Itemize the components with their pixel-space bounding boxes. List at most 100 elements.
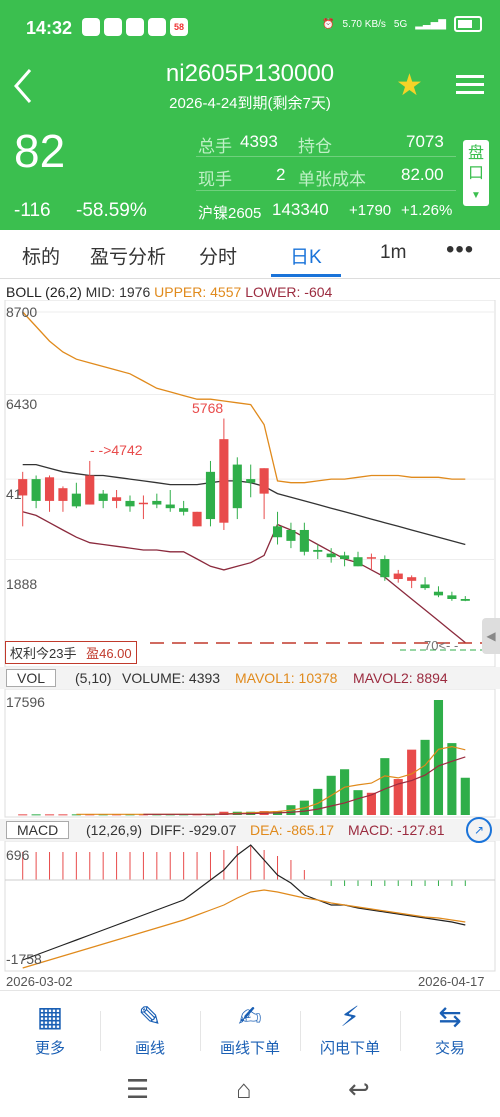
macd-value: MACD: -127.81 (348, 822, 445, 838)
total-vol-value: 4393 (240, 132, 278, 151)
candle-body (232, 464, 242, 509)
volume-bar (447, 743, 457, 815)
back-nav-icon[interactable]: ↩ (348, 1074, 370, 1104)
menu-nav-icon[interactable]: ☰ (126, 1074, 150, 1104)
home-nav-icon[interactable]: ⌂ (236, 1074, 252, 1104)
price-change-pct: -58.59% (76, 200, 147, 221)
candle-body (138, 502, 148, 505)
vol-mavol2: MAVOL2: 8894 (353, 670, 448, 686)
macd-params: (12,26,9) (86, 822, 143, 838)
min-price-marker: 70<- - (424, 638, 459, 653)
macd-y-bottom: -1758 (6, 951, 42, 967)
draw-line-button[interactable]: ✎ 画线 (100, 997, 200, 1058)
volume-bar (313, 788, 323, 815)
back-chevron-icon[interactable] (12, 66, 34, 114)
signal-label: 5G (393, 18, 408, 30)
volume-panel-frame (4, 688, 496, 818)
candle-body (353, 557, 363, 567)
candle-body (179, 508, 189, 512)
boll-lower: LOWER: -604 (245, 284, 333, 300)
candle-body (433, 591, 444, 596)
oi-value: 7073 (406, 132, 444, 151)
vol-y-max: 17596 (6, 694, 45, 710)
star-icon[interactable]: ★ (396, 69, 423, 102)
position-box[interactable]: 权利今23手 盈46.00 (5, 641, 137, 664)
app-icon-2 (104, 18, 122, 36)
volume-bar (380, 758, 390, 815)
trade-button[interactable]: ⇆ 交易 (400, 997, 500, 1058)
candle-body (380, 559, 390, 578)
draw-line-order-button[interactable]: ✍ 画线下单 (200, 997, 300, 1058)
volume-bar (71, 814, 81, 816)
boll-params: (26,2) (45, 284, 82, 300)
volume-bar (44, 814, 55, 816)
boll-mid: MID: 1976 (85, 284, 151, 300)
candle-body (326, 553, 336, 558)
system-nav-bar: ☰ ⌂ ↩ (0, 1068, 500, 1117)
volume-bar (460, 777, 470, 815)
position-pnl: 盈46.00 (86, 646, 132, 661)
app-icon-4 (148, 18, 166, 36)
more-button[interactable]: ▦ 更多 (0, 997, 100, 1058)
tab-daily-k[interactable]: 日K (290, 247, 322, 268)
candle-body (44, 477, 55, 501)
underlying-change: +1790 (349, 202, 392, 219)
boll-upper: UPPER: 4557 (154, 284, 242, 300)
status-bar: 14:32 58 ⏰ 5.70 KB/s 5G ▂▃▅▇ (0, 0, 500, 56)
volume-bar (420, 739, 430, 815)
candle-body (420, 584, 430, 589)
candle-body (366, 557, 376, 559)
app-icon-5: 58 (170, 18, 188, 36)
candle-body (286, 529, 296, 541)
candle-body (205, 471, 216, 520)
active-tab-indicator (271, 274, 341, 277)
macd-name[interactable]: MACD (6, 821, 70, 839)
cur-vol-value: 2 (276, 165, 286, 184)
battery-icon (454, 16, 482, 32)
vol-name[interactable]: VOL (6, 669, 57, 687)
macd-legend: MACD (12,26,9) DIFF: -929.07 DEA: -865.1… (0, 817, 500, 843)
tab-pnl-analysis[interactable]: 盈亏分析 (90, 247, 167, 268)
candle-body (299, 529, 309, 552)
vol-params: (5,10) (75, 670, 112, 686)
caret-down-icon: ▼ (471, 190, 481, 201)
right-edge-handle[interactable]: ◀ (482, 618, 500, 654)
grid-icon: ▦ (36, 1001, 64, 1032)
position-label: 权利今23手 (10, 646, 77, 661)
tab-1m[interactable]: 1m (380, 242, 407, 263)
y-axis-label-3: 41 (6, 486, 22, 502)
underlying-price: 143340 (272, 200, 329, 219)
order-book-button[interactable]: 盘口 ▼ (463, 140, 489, 206)
more-icon[interactable]: ••• (446, 236, 475, 263)
menu-icon[interactable] (456, 70, 484, 99)
candle-body (18, 479, 28, 496)
mavol2-line (143, 756, 466, 815)
boll-lower-line (22, 511, 466, 644)
candle-body (272, 526, 283, 538)
volume-bar (433, 700, 444, 815)
macd-panel-frame (4, 840, 496, 972)
alarm-icon: ⏰ (322, 18, 335, 30)
settings-wrench-icon[interactable]: ↗ (466, 817, 492, 843)
candle-body (112, 497, 122, 501)
flash-order-button[interactable]: ⚡ 闪电下单 (300, 997, 400, 1058)
volume-bar (407, 749, 417, 815)
macd-diff: DIFF: -929.07 (150, 822, 237, 838)
tab-intraday[interactable]: 分时 (199, 247, 238, 268)
candle-body (447, 595, 457, 599)
max-price-marker: - ->4742 (90, 442, 143, 458)
last-price: 82 (14, 125, 66, 177)
candlestick-chart[interactable] (0, 300, 500, 990)
macd-dea: DEA: -865.17 (250, 822, 335, 838)
header: ni2605P130000 2026-4-24到期(剩余7天) ★ (0, 56, 500, 120)
candle-body (246, 479, 256, 483)
candle-body (192, 511, 202, 527)
macd-y-top: 696 (6, 847, 30, 863)
date-end: 2026-04-17 (418, 974, 485, 989)
boll-mid-line (22, 463, 466, 546)
volume-bar (18, 814, 28, 816)
signal-icon: ▂▃▅▇ (415, 18, 446, 30)
app-icon-3 (126, 18, 144, 36)
tab-underlying[interactable]: 标的 (22, 247, 61, 268)
cost-value: 82.00 (401, 165, 444, 184)
